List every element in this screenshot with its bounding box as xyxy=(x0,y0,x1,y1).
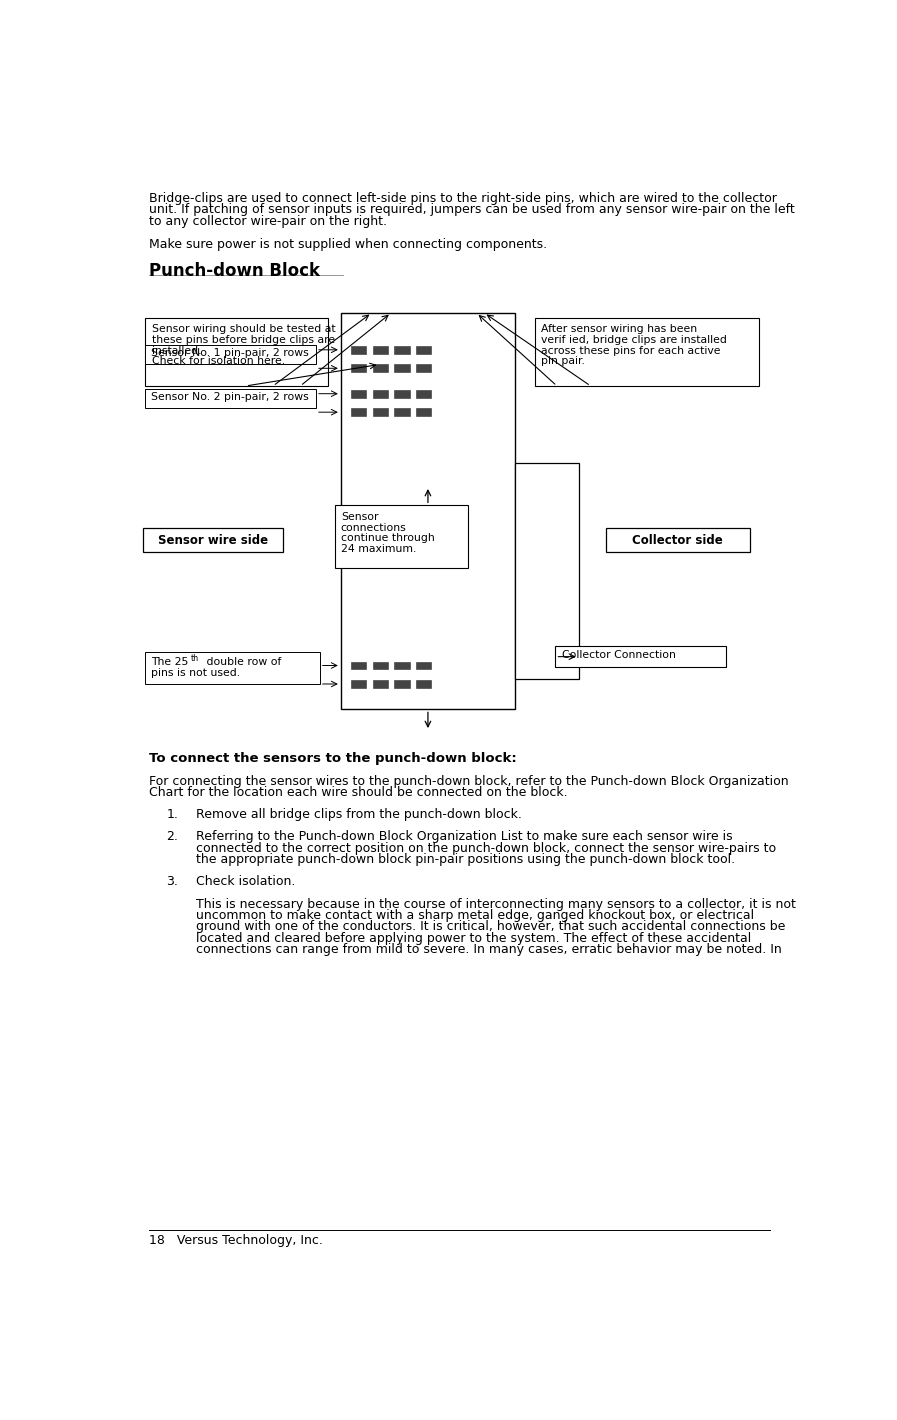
Text: these pins before bridge clips are: these pins before bridge clips are xyxy=(152,335,335,345)
Text: Referring to the Punch-down Block Organization List to make sure each sensor wir: Referring to the Punch-down Block Organi… xyxy=(196,831,733,843)
Text: Collector Connection: Collector Connection xyxy=(562,650,675,660)
Bar xyxy=(416,346,431,354)
Bar xyxy=(394,365,410,372)
Text: connected to the correct position on the punch-down block, connect the sensor wi: connected to the correct position on the… xyxy=(196,842,776,855)
Text: uncommon to make contact with a sharp metal edge, ganged knockout box, or electr: uncommon to make contact with a sharp me… xyxy=(196,909,754,922)
Bar xyxy=(145,318,327,386)
Bar xyxy=(351,680,366,687)
Text: pins is not used.: pins is not used. xyxy=(151,667,240,677)
Bar xyxy=(394,346,410,354)
Text: double row of: double row of xyxy=(203,657,281,667)
Text: After sensor wiring has been: After sensor wiring has been xyxy=(541,324,697,334)
Text: For connecting the sensor wires to the punch-down block, refer to the Punch-down: For connecting the sensor wires to the p… xyxy=(149,775,789,788)
Bar xyxy=(351,346,366,354)
Bar xyxy=(535,318,759,386)
Bar xyxy=(416,409,431,416)
Bar xyxy=(416,391,431,398)
Text: This is necessary because in the course of interconnecting many sensors to a col: This is necessary because in the course … xyxy=(196,897,796,910)
Text: Bridge-clips are used to connect left-side pins to the right-side pins, which ar: Bridge-clips are used to connect left-si… xyxy=(149,192,777,204)
Text: The 25: The 25 xyxy=(151,657,188,667)
Bar xyxy=(372,662,388,669)
Bar xyxy=(394,391,410,398)
Text: Make sure power is not supplied when connecting components.: Make sure power is not supplied when con… xyxy=(149,239,547,251)
Bar xyxy=(351,409,366,416)
Text: located and cleared before applying power to the system. The effect of these acc: located and cleared before applying powe… xyxy=(196,932,751,944)
Text: To connect the sensors to the punch-down block:: To connect the sensors to the punch-down… xyxy=(149,751,517,765)
Bar xyxy=(144,528,283,551)
Text: 1.: 1. xyxy=(166,808,179,821)
Text: 3.: 3. xyxy=(166,875,179,889)
Text: Check for isolation here.: Check for isolation here. xyxy=(152,356,284,366)
Text: Chart for the location each wire should be connected on the block.: Chart for the location each wire should … xyxy=(149,787,568,799)
Bar xyxy=(372,365,388,372)
Text: 24 maximum.: 24 maximum. xyxy=(341,544,416,554)
Bar xyxy=(416,365,431,372)
Bar xyxy=(372,680,388,687)
Bar xyxy=(394,662,410,669)
Bar xyxy=(145,345,316,365)
Bar xyxy=(515,463,579,679)
Text: connections can range from mild to severe. In many cases, erratic behavior may b: connections can range from mild to sever… xyxy=(196,943,781,956)
Text: pin pair.: pin pair. xyxy=(541,356,585,366)
Bar xyxy=(351,662,366,669)
Text: continue through: continue through xyxy=(341,534,434,544)
Text: across these pins for each active: across these pins for each active xyxy=(541,345,720,355)
Bar xyxy=(394,680,410,687)
Text: verif ied, bridge clips are installed: verif ied, bridge clips are installed xyxy=(541,335,727,345)
Text: ground with one of the conductors. It is critical, however, that such accidental: ground with one of the conductors. It is… xyxy=(196,920,785,933)
Bar xyxy=(416,662,431,669)
Text: th: th xyxy=(191,655,199,663)
Bar xyxy=(372,409,388,416)
Text: Sensor No. 2 pin-pair, 2 rows: Sensor No. 2 pin-pair, 2 rows xyxy=(151,392,309,402)
Text: Collector side: Collector side xyxy=(632,534,723,547)
Text: the appropriate punch-down block pin-pair positions using the punch-down block t: the appropriate punch-down block pin-pai… xyxy=(196,853,735,866)
Bar xyxy=(394,409,410,416)
Text: Sensor wiring should be tested at: Sensor wiring should be tested at xyxy=(152,324,335,334)
Text: Sensor: Sensor xyxy=(341,513,379,523)
Text: 2.: 2. xyxy=(166,831,179,843)
Bar xyxy=(372,391,388,398)
Text: Sensor wire side: Sensor wire side xyxy=(158,534,268,547)
Text: to any collector wire-pair on the right.: to any collector wire-pair on the right. xyxy=(149,214,388,227)
Text: connections: connections xyxy=(341,523,406,532)
Bar xyxy=(416,680,431,687)
Text: installed.: installed. xyxy=(152,345,201,355)
Text: Sensor No. 1 pin-pair, 2 rows: Sensor No. 1 pin-pair, 2 rows xyxy=(151,348,309,358)
Text: unit. If patching of sensor inputs is required, jumpers can be used from any sen: unit. If patching of sensor inputs is re… xyxy=(149,203,795,216)
Bar xyxy=(145,652,320,684)
Text: 18   Versus Technology, Inc.: 18 Versus Technology, Inc. xyxy=(149,1234,323,1247)
Bar xyxy=(145,389,316,409)
Bar xyxy=(555,646,726,667)
Bar xyxy=(351,365,366,372)
Bar xyxy=(606,528,750,551)
Bar xyxy=(341,312,515,710)
Text: Punch-down Block: Punch-down Block xyxy=(149,263,320,280)
Bar xyxy=(372,346,388,354)
Bar xyxy=(351,391,366,398)
Text: Check isolation.: Check isolation. xyxy=(196,875,295,889)
Text: Remove all bridge clips from the punch-down block.: Remove all bridge clips from the punch-d… xyxy=(196,808,522,821)
Bar xyxy=(335,506,468,568)
